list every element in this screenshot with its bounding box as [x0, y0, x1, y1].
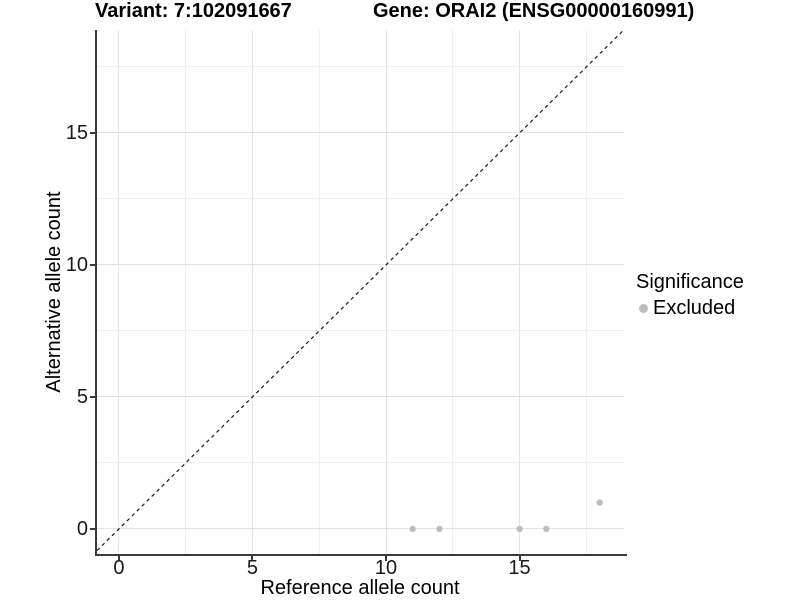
- grid-line-y-minor: [97, 462, 624, 464]
- grid-line-y-major: [97, 528, 624, 530]
- grid-line-y-major: [97, 264, 624, 266]
- grid-line-y-major: [97, 132, 624, 134]
- grid-line-x-major: [251, 30, 253, 554]
- x-tick-label: 15: [508, 557, 531, 579]
- legend-item-label: Excluded: [653, 297, 736, 319]
- legend-title: Significance: [636, 271, 744, 293]
- y-tick-label: 0: [76, 517, 88, 540]
- grid-line-x-minor: [452, 30, 454, 554]
- gene-title: Gene: ORAI2 (ENSG00000160991): [373, 0, 695, 22]
- x-tick-mark: [518, 556, 521, 561]
- data-point: [436, 525, 443, 533]
- grid-line-y-minor: [97, 330, 624, 332]
- x-axis-line: [95, 554, 627, 556]
- grid-line-x-minor: [185, 30, 187, 554]
- legend: Significance Excluded: [636, 271, 744, 319]
- data-point: [516, 525, 523, 533]
- grid-line-x-minor: [318, 30, 320, 554]
- y-axis-line: [95, 30, 97, 556]
- x-tick-mark: [251, 556, 254, 561]
- y-tick-label: 5: [76, 385, 88, 408]
- data-point: [409, 525, 416, 533]
- data-point: [543, 525, 550, 533]
- grid-line-y-minor: [97, 66, 624, 68]
- x-tick-label: 5: [246, 557, 259, 579]
- x-tick-label: 0: [113, 557, 125, 579]
- y-tick-mark: [90, 527, 96, 530]
- x-tick-mark: [385, 556, 387, 561]
- y-axis-title: Alternative allele count: [43, 191, 65, 393]
- x-axis-title: Reference allele count: [260, 577, 460, 599]
- grid-line-x-minor: [585, 30, 587, 554]
- grid-line-y-minor: [97, 198, 624, 200]
- y-tick-mark: [90, 131, 96, 134]
- y-tick-mark: [90, 263, 96, 266]
- grid-line-y-major: [97, 396, 624, 398]
- grid-line-x-major: [519, 30, 521, 554]
- variant-title: Variant: 7:102091667: [95, 0, 292, 22]
- grid-line-x-major: [385, 30, 387, 554]
- x-tick-label: 10: [374, 557, 398, 579]
- plot-layer: [97, 30, 624, 551]
- identity-reference-line: [97, 30, 624, 551]
- data-point: [596, 499, 603, 506]
- y-tick-label: 15: [65, 121, 88, 144]
- x-tick-mark: [117, 556, 120, 561]
- excluded-point-icon: [639, 303, 648, 313]
- y-tick-label: 10: [65, 253, 88, 276]
- legend-item-excluded: Excluded: [636, 297, 744, 319]
- y-tick-mark: [90, 395, 96, 398]
- grid-line-x-major: [118, 30, 120, 554]
